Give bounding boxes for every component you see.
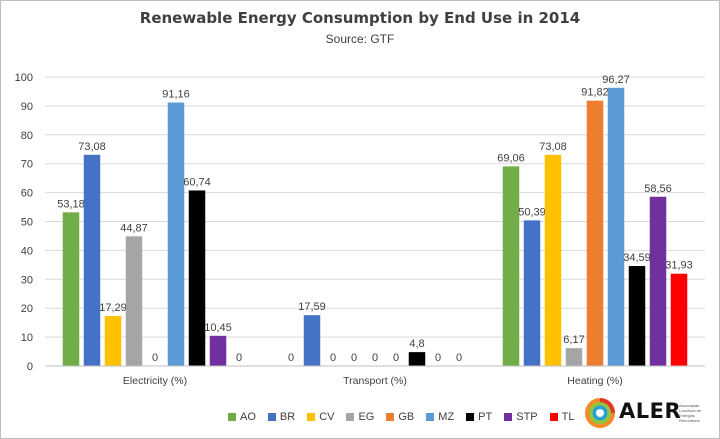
data-label: 0 bbox=[435, 352, 441, 364]
legend-label: CV bbox=[319, 411, 335, 423]
y-tick-label: 20 bbox=[21, 303, 33, 315]
aler-logo-subtext: Associação Lusófona de Energias Renováve… bbox=[679, 403, 702, 423]
data-label: 0 bbox=[456, 352, 462, 364]
bar bbox=[209, 335, 227, 366]
data-label: 10,45 bbox=[204, 322, 232, 334]
y-tick-label: 40 bbox=[21, 245, 33, 257]
data-label: 91,82 bbox=[581, 87, 609, 99]
legend-item: BR bbox=[267, 411, 296, 423]
bar bbox=[502, 166, 520, 366]
data-label: 0 bbox=[236, 352, 242, 364]
bar bbox=[125, 236, 143, 366]
bar bbox=[167, 102, 185, 366]
bar bbox=[565, 348, 583, 366]
legend-swatch bbox=[307, 413, 316, 421]
legend-label: AO bbox=[240, 411, 256, 423]
aler-swirl-icon bbox=[585, 398, 615, 428]
legend-label: EG bbox=[358, 411, 375, 423]
y-tick-label: 60 bbox=[21, 188, 33, 200]
data-label: 44,87 bbox=[120, 222, 148, 234]
y-tick-label: 70 bbox=[21, 159, 33, 171]
legend-swatch bbox=[549, 413, 558, 421]
data-label: 0 bbox=[351, 352, 357, 364]
legend-swatch bbox=[346, 413, 355, 421]
legend-label: PT bbox=[478, 411, 493, 423]
y-tick-label: 90 bbox=[21, 101, 33, 113]
y-tick-label: 10 bbox=[21, 332, 33, 344]
data-label: 0 bbox=[393, 352, 399, 364]
data-label: 91,16 bbox=[162, 89, 190, 101]
data-label: 96,27 bbox=[602, 74, 630, 86]
chart-subtitle: Source: GTF bbox=[325, 32, 395, 46]
data-label: 0 bbox=[330, 352, 336, 364]
bar-chart: 0 10 20 30 40 50 60 70 80 90 100 53,18 73,08 17,29 44,… bbox=[15, 72, 705, 387]
legend-swatch bbox=[267, 413, 276, 421]
legend-item: AO bbox=[228, 411, 256, 423]
data-label: 73,08 bbox=[78, 141, 106, 153]
bar bbox=[628, 266, 646, 366]
legend-item: STP bbox=[504, 411, 538, 423]
x-category-label: Transport (%) bbox=[343, 375, 407, 387]
x-category-label: Electricity (%) bbox=[123, 375, 187, 387]
legend-label: STP bbox=[516, 411, 538, 423]
bar bbox=[607, 87, 625, 367]
legend-item: CV bbox=[307, 411, 334, 423]
bar bbox=[62, 212, 80, 366]
bar bbox=[83, 154, 101, 366]
legend-label: TL bbox=[561, 411, 575, 423]
legend-label: GB bbox=[398, 411, 415, 423]
chart-title: Renewable Energy Consumption by End Use … bbox=[139, 9, 581, 27]
bar bbox=[544, 154, 562, 366]
data-label: 17,29 bbox=[99, 302, 127, 314]
bar bbox=[649, 196, 667, 366]
x-category-label: Heating (%) bbox=[567, 375, 622, 387]
legend-item: GB bbox=[386, 411, 414, 423]
data-label: 69,06 bbox=[497, 152, 525, 164]
y-tick-label: 100 bbox=[15, 72, 33, 84]
data-label: 34,59 bbox=[623, 252, 651, 264]
legend-swatch bbox=[228, 413, 236, 421]
bar bbox=[303, 315, 321, 366]
data-label: 0 bbox=[288, 352, 294, 364]
legend-label: BR bbox=[279, 411, 296, 423]
legend-item: TL bbox=[549, 411, 575, 423]
data-label: 0 bbox=[152, 352, 158, 364]
bar bbox=[670, 273, 688, 366]
legend-label: MZ bbox=[438, 411, 455, 423]
legend-item: EG bbox=[346, 411, 374, 423]
data-label: 4,8 bbox=[409, 338, 424, 350]
legend-swatch bbox=[466, 413, 475, 421]
y-tick-label: 0 bbox=[27, 361, 33, 373]
aler-logo-text: ALER bbox=[619, 399, 682, 423]
y-tick-label: 50 bbox=[21, 217, 33, 229]
bar bbox=[104, 316, 122, 366]
legend-swatch bbox=[386, 413, 395, 421]
data-label: 31,93 bbox=[665, 260, 693, 272]
data-label: 6,17 bbox=[563, 334, 584, 346]
y-tick-label: 30 bbox=[21, 274, 33, 286]
bar bbox=[523, 220, 541, 366]
data-label: 50,39 bbox=[518, 206, 546, 218]
bar bbox=[586, 100, 604, 366]
data-label: 60,74 bbox=[183, 176, 211, 188]
bar bbox=[188, 190, 206, 366]
data-label: 58,56 bbox=[644, 183, 672, 195]
legend-swatch bbox=[426, 413, 435, 421]
y-tick-label: 80 bbox=[21, 130, 33, 142]
data-label: 17,59 bbox=[298, 301, 326, 313]
aler-logo: ALER Associação Lusófona de Energias Ren… bbox=[583, 396, 713, 432]
data-label: 73,08 bbox=[539, 141, 567, 153]
legend-item: MZ bbox=[426, 411, 454, 423]
data-label: 53,18 bbox=[57, 198, 85, 210]
bar bbox=[408, 352, 426, 366]
legend-swatch bbox=[504, 413, 513, 421]
legend-item: PT bbox=[466, 411, 492, 423]
chart-legend: AO BR CV EG GB MZ PT STP TL bbox=[228, 410, 574, 424]
data-label: 0 bbox=[372, 352, 378, 364]
